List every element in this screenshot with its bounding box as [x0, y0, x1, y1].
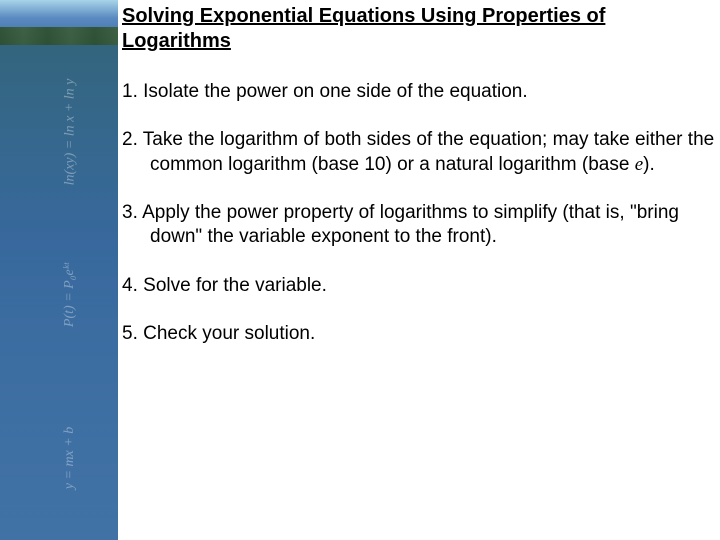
step-number: 5.: [122, 323, 138, 344]
sidebar-formula: y = mx + b: [62, 427, 78, 489]
step-item: 1. Isolate the power on one side of the …: [122, 80, 718, 104]
step-number: 2.: [122, 129, 138, 150]
step-item: 3. Apply the power property of logarithm…: [122, 201, 718, 250]
sidebar-decorative: ln(xy) = ln x + ln y P(t) = P₀eᵏᵗ y = mx…: [0, 0, 118, 540]
step-number: 4.: [122, 275, 138, 296]
step-text: Apply the power property of logarithms t…: [142, 202, 679, 247]
sidebar-header-image: [0, 0, 118, 45]
sidebar-formula: P(t) = P₀eᵏᵗ: [62, 263, 78, 327]
step-item: 4. Solve for the variable.: [122, 274, 718, 298]
step-text: Take the logarithm of both sides of the …: [143, 129, 714, 174]
step-item: 2. Take the logarithm of both sides of t…: [122, 128, 718, 177]
step-number: 1.: [122, 81, 138, 102]
step-text: Isolate the power on one side of the equ…: [143, 81, 528, 102]
sidebar-formulas: ln(xy) = ln x + ln y P(t) = P₀eᵏᵗ y = mx…: [50, 50, 90, 540]
step-text-after: ).: [643, 154, 655, 175]
step-text: Check your solution.: [143, 323, 315, 344]
step-number: 3.: [122, 202, 138, 223]
steps-list: 1. Isolate the power on one side of the …: [122, 80, 718, 346]
sidebar-formula: ln(xy) = ln x + ln y: [62, 78, 78, 185]
italic-variable: e: [635, 154, 643, 175]
step-text: Solve for the variable.: [143, 275, 327, 296]
step-item: 5. Check your solution.: [122, 322, 718, 346]
slide-title: Solving Exponential Equations Using Prop…: [122, 4, 718, 54]
slide-content: Solving Exponential Equations Using Prop…: [122, 4, 718, 536]
